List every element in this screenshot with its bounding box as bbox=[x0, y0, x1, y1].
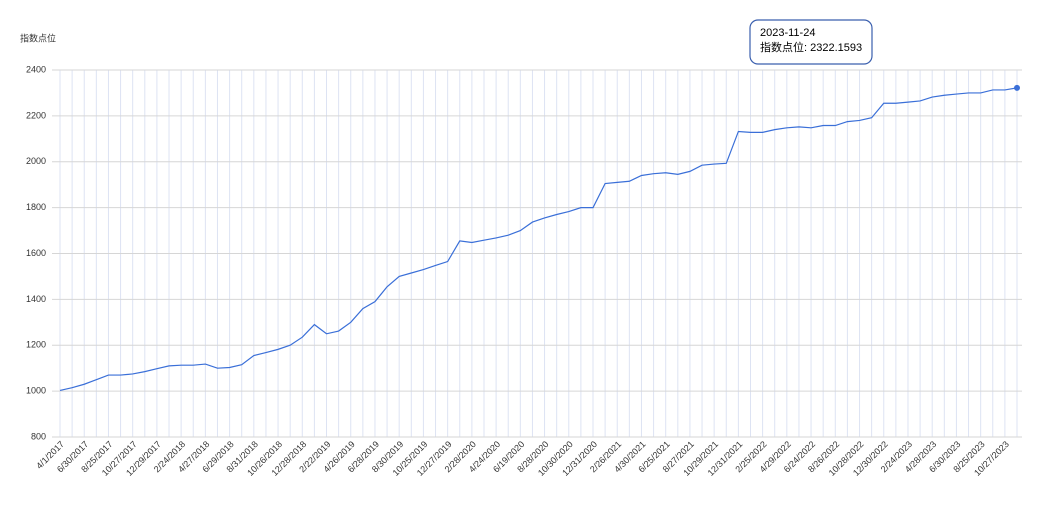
y-tick-label: 1200 bbox=[26, 340, 46, 350]
tooltip: 2023-11-24 指数点位: 2322.1593 bbox=[749, 19, 873, 65]
y-tick-label: 1400 bbox=[26, 294, 46, 304]
tooltip-box bbox=[749, 19, 873, 65]
point-marker bbox=[1014, 84, 1020, 91]
tooltip-text: 指数点位: 2322.1593 bbox=[760, 40, 862, 54]
y-tick-label: 2400 bbox=[26, 64, 46, 74]
y-tick-label: 2200 bbox=[26, 110, 46, 120]
line bbox=[59, 87, 1018, 392]
y-tick-label: 1600 bbox=[26, 248, 46, 258]
tooltip-title: 2023-11-24 bbox=[760, 27, 815, 39]
y-tick-label: 1800 bbox=[26, 202, 46, 212]
y-tick-label: 2000 bbox=[26, 156, 46, 166]
y-axis-label: 指数点位 bbox=[20, 32, 56, 43]
y-tick-label: 1000 bbox=[26, 386, 46, 396]
y-tick-label: 800 bbox=[31, 431, 46, 441]
